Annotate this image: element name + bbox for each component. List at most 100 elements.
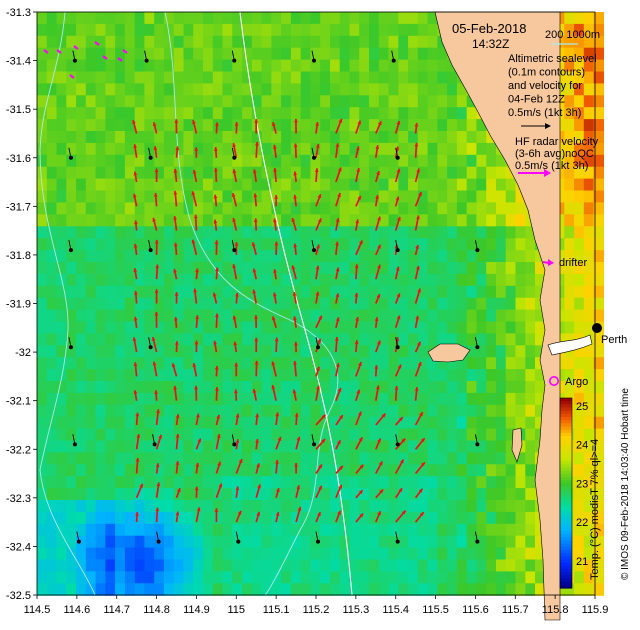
sst-cell (593, 59, 604, 73)
sst-cell (378, 178, 390, 192)
sst-cell (300, 226, 312, 239)
sst-cell (124, 523, 136, 537)
sst-cell (427, 119, 438, 132)
sst-cell (95, 250, 106, 263)
sst-cell (203, 262, 214, 275)
sst-cell (66, 59, 77, 73)
sst-cell (339, 59, 351, 73)
sst-cell (515, 297, 526, 311)
radar-arrowhead (291, 218, 296, 222)
sst-cell (203, 500, 214, 513)
sst-cell (437, 309, 448, 323)
sst-cell (232, 166, 243, 180)
sst-cell (85, 262, 97, 275)
x-tick-label: 115.3 (342, 604, 369, 616)
sst-cell (193, 464, 204, 477)
colorbar-segment (560, 499, 572, 504)
radar-arrowhead (193, 288, 197, 293)
sst-cell (124, 95, 136, 108)
sst-cell (349, 464, 360, 477)
sst-cell (115, 404, 126, 418)
sst-cell (466, 523, 478, 537)
sst-cell (320, 47, 331, 61)
sst-cell (320, 297, 331, 311)
sst-cell (398, 547, 409, 561)
sst-cell (515, 190, 526, 203)
sst-cell (486, 381, 497, 394)
sst-cell (105, 154, 116, 168)
sst-cell (251, 178, 263, 192)
sst-cell (369, 71, 380, 84)
sst-cell (310, 178, 321, 192)
altimetry-arrowhead (312, 248, 316, 253)
sst-cell (476, 131, 487, 144)
sst-cell (242, 71, 253, 84)
colorbar-label: Temp. (°C) modisT 7% ql>=4 (589, 439, 601, 580)
sst-cell (398, 71, 409, 84)
sst-cell (105, 47, 116, 61)
sst-cell (408, 392, 419, 406)
sst-cell (242, 535, 253, 549)
sst-cell (369, 107, 380, 120)
sst-cell (359, 440, 370, 453)
sst-cell (437, 285, 448, 299)
colorbar-segment (560, 426, 572, 431)
sst-cell (378, 583, 390, 596)
sst-cell (378, 321, 390, 334)
sst-cell (447, 238, 458, 251)
sst-cell (154, 178, 165, 192)
sst-cell (417, 511, 429, 525)
sst-cell (300, 357, 312, 370)
sst-cell (261, 131, 272, 144)
sst-cell (339, 119, 351, 132)
sst-cell (505, 511, 517, 525)
sst-cell (349, 523, 360, 537)
radar-arrowhead (379, 461, 383, 466)
sst-cell (154, 23, 165, 37)
sst-cell (378, 511, 390, 525)
sst-cell (173, 547, 185, 561)
sst-cell (359, 238, 370, 251)
sst-cell (85, 119, 97, 132)
sst-cell (46, 476, 58, 489)
sst-cell (564, 119, 575, 132)
sst-cell (564, 226, 575, 239)
sst-cell (505, 535, 517, 549)
sst-cell (134, 12, 146, 25)
sst-cell (583, 23, 595, 37)
sst-cell (163, 392, 175, 406)
sst-cell (261, 369, 272, 382)
sst-cell (76, 583, 87, 596)
sst-cell (76, 547, 87, 561)
sst-cell (564, 583, 575, 596)
sst-cell (271, 452, 282, 465)
sst-cell (466, 119, 478, 132)
sst-cell (124, 476, 136, 489)
sst-cell (95, 559, 106, 572)
sst-cell (183, 381, 194, 394)
sst-cell (134, 440, 146, 453)
sst-cell (183, 166, 194, 180)
sst-cell (203, 452, 214, 465)
sst-cell (193, 238, 204, 251)
sst-cell (300, 142, 312, 156)
sst-cell (515, 404, 526, 418)
sst-cell (486, 357, 497, 370)
sst-cell (593, 23, 604, 37)
sst-cell (369, 154, 380, 168)
sst-cell (476, 226, 487, 239)
radar-arrowhead (252, 268, 257, 273)
sst-cell (476, 476, 487, 489)
sst-cell (593, 131, 604, 144)
sst-cell (105, 583, 116, 596)
sst-cell (300, 392, 312, 406)
sst-cell (163, 59, 175, 73)
sst-cell (56, 511, 67, 525)
sst-cell (593, 285, 604, 299)
sst-cell (320, 416, 331, 430)
sst-cell (583, 214, 595, 227)
sst-cell (271, 309, 282, 323)
sst-cell (261, 202, 272, 215)
x-tick-label: 114.7 (103, 604, 130, 616)
sst-cell (505, 452, 517, 465)
